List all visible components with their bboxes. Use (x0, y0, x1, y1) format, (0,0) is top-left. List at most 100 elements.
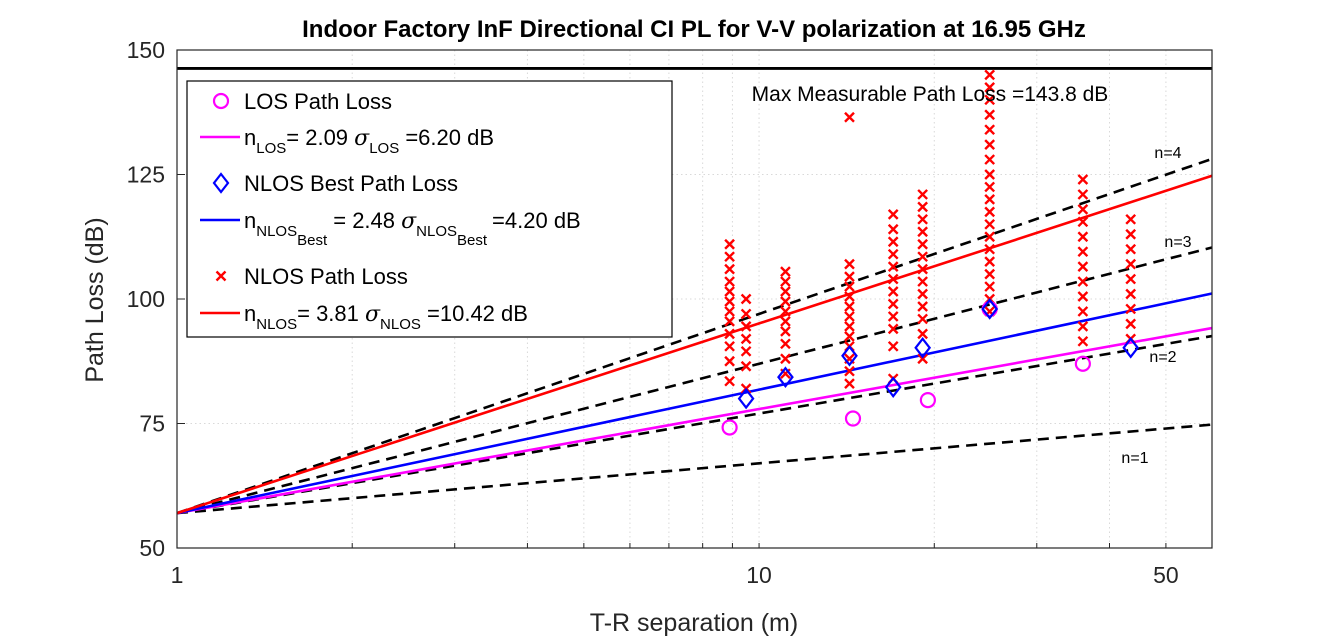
nlos-best-point (777, 366, 794, 388)
nlos-point (780, 353, 791, 365)
legend-marker-swatch (212, 172, 230, 194)
nlos-point (1125, 243, 1137, 255)
legend-n-symbol: n (244, 208, 256, 233)
nlos-point (917, 276, 928, 287)
reference-line-label: n=3 (1164, 234, 1191, 251)
chart-title: Indoor Factory InF Directional CI PL for… (302, 16, 1086, 43)
nlos-best-point (884, 376, 902, 398)
data-markers (721, 69, 1140, 436)
nlos-point (1125, 213, 1137, 225)
nlos-point (1077, 261, 1089, 272)
nlos-point (1077, 204, 1089, 215)
nlos-point (780, 338, 791, 350)
nlos-point (917, 189, 928, 200)
nlos-point (844, 311, 855, 322)
nlos-point (1077, 291, 1089, 302)
nlos-point (984, 281, 996, 292)
reference-line-n1 (176, 423, 1213, 515)
fit-line (176, 174, 1213, 515)
nlos-point (984, 82, 996, 93)
nlos-point (917, 226, 928, 238)
legend-n-sub: NLOS (256, 316, 297, 333)
axis-ticks: 1 10 50 50 75 100 125 150 (127, 37, 1213, 588)
legend-sigma-sub: LOS (369, 140, 399, 157)
los-point (844, 410, 862, 427)
nlos-point (984, 206, 996, 218)
nlos-point (887, 340, 899, 352)
nlos-point (780, 286, 791, 297)
los-point (919, 391, 936, 409)
legend-n-subsub: Best (297, 232, 328, 249)
nlos-point (984, 154, 996, 165)
legend-sigma-value: =6.20 dB (399, 125, 494, 150)
legend-entry-label: NLOS Best Path Loss (244, 171, 458, 196)
nlos-point (1125, 318, 1137, 330)
nlos-point (887, 273, 899, 285)
nlos-point (844, 365, 855, 377)
nlos-point (984, 94, 996, 106)
nlos-point (984, 169, 996, 180)
nlos-point (984, 231, 996, 243)
legend-sigma-symbol: σ (354, 126, 370, 151)
y-tick-label: 75 (139, 411, 165, 437)
legend-fit-label: nNLOS= 3.81 σNLOS =10.42 dB (244, 301, 528, 333)
nlos-point (887, 223, 899, 235)
nlos-point (887, 236, 899, 248)
nlos-point (984, 218, 996, 230)
nlos-point (917, 201, 928, 213)
x-tick-label: 1 (171, 562, 184, 588)
nlos-point (844, 331, 855, 342)
legend-n-symbol: n (244, 125, 256, 150)
nlos-point (740, 360, 752, 372)
legend-n-symbol: n (244, 301, 256, 326)
nlos-point (887, 208, 899, 220)
legend-n-sub: LOS (256, 140, 286, 157)
nlos-point (917, 213, 928, 225)
plot-frame (176, 49, 1213, 549)
nlos-point (780, 296, 791, 307)
nlos-point (887, 311, 899, 322)
nlos-point (984, 124, 996, 136)
nlos-point (724, 296, 735, 307)
nlos-best-point (737, 387, 755, 410)
nlos-point (724, 263, 735, 275)
legend-sigma-symbol: σ (401, 209, 417, 234)
nlos-point (724, 306, 735, 317)
nlos-point (1077, 174, 1089, 185)
fit-line (176, 326, 1213, 515)
nlos-point (844, 111, 855, 123)
nlos-point (844, 378, 855, 390)
nlos-point (887, 298, 899, 310)
legend-entry-label: NLOS Path Loss (244, 264, 408, 289)
max-measurable-label: Max Measurable Path Loss =143.8 dB (752, 83, 1109, 106)
nlos-point (917, 301, 928, 312)
legend-sigma-symbol: σ (365, 302, 381, 327)
fit-lines (176, 174, 1213, 515)
nlos-point (1125, 258, 1137, 270)
nlos-point (1077, 321, 1089, 332)
x-axis-label: T-R separation (m) (590, 609, 798, 637)
nlos-point (984, 181, 996, 193)
legend-n-value: = 3.81 (297, 301, 359, 326)
nlos-point (1077, 306, 1089, 317)
reference-line-n4 (176, 157, 1213, 515)
y-axis-label: Path Loss (dB) (81, 217, 109, 382)
legend-n-value: = 2.09 (286, 125, 348, 150)
nlos-best-point (981, 298, 999, 320)
nlos-point (1077, 216, 1089, 228)
fit-line (176, 292, 1213, 515)
nlos-point (917, 238, 928, 250)
reference-line-label: n=1 (1121, 450, 1148, 467)
nlos-point (984, 69, 996, 81)
nlos-point (984, 139, 996, 150)
los-point (721, 419, 738, 436)
legend-n-value: = 2.48 (327, 208, 395, 233)
y-tick-label: 125 (127, 162, 165, 188)
legend-fit-label: nNLOSBest = 2.48 σNLOSBest=4.20 dB (244, 208, 581, 249)
nlos-point (844, 291, 855, 302)
nlos-point (724, 238, 735, 250)
nlos-point (917, 313, 928, 325)
nlos-point (984, 256, 996, 267)
y-tick-label: 150 (127, 37, 165, 63)
nlos-point (1125, 303, 1137, 315)
